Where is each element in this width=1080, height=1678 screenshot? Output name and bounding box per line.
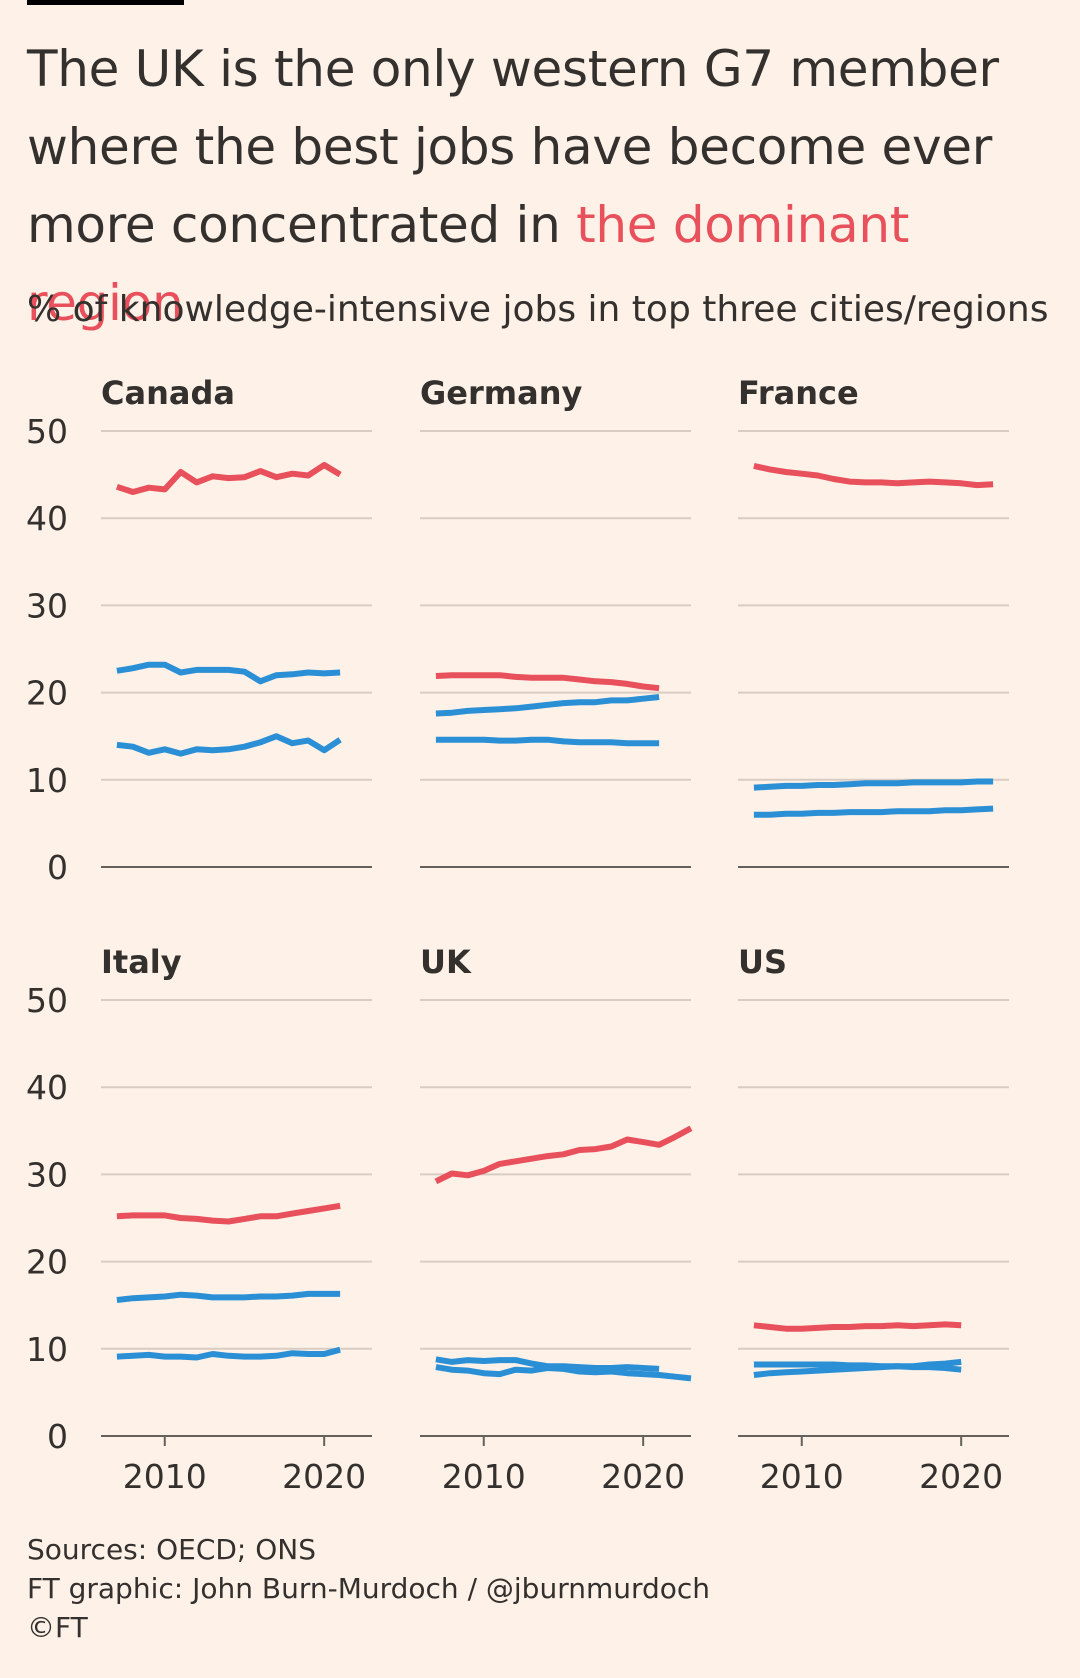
series-line-france-other-2 (753, 805, 994, 818)
y-tick-canada-20: 20 (26, 674, 68, 713)
chart-subtitle: % of knowledge-intensive jobs in top thr… (27, 289, 1049, 330)
y-tick-italy-40: 40 (26, 1068, 68, 1107)
series-line-us-dominant (753, 1321, 962, 1332)
x-tick-us-2020: 2020 (919, 1457, 1003, 1496)
series-line-canada-dominant (115, 462, 342, 495)
series-line-germany-dominant (435, 672, 660, 692)
y-tick-italy-10: 10 (26, 1330, 68, 1369)
y-tick-canada-30: 30 (26, 586, 68, 625)
panel-title-canada: Canada (101, 374, 235, 412)
sources-note: Sources: OECD; ONS (27, 1533, 317, 1566)
chart-title: The UK is the only western G7 member whe… (27, 30, 1067, 342)
series-line-italy-dominant (116, 1202, 341, 1225)
y-tick-canada-10: 10 (26, 761, 68, 800)
copyright: ©FT (27, 1611, 88, 1644)
panel-title-france: France (738, 374, 859, 412)
panel-title-germany: Germany (420, 374, 582, 412)
y-tick-italy-50: 50 (26, 981, 68, 1020)
y-tick-canada-0: 0 (47, 848, 68, 887)
series-line-germany-other-2 (435, 736, 660, 747)
series-line-france-dominant (753, 462, 994, 489)
series-line-canada-other-2 (116, 733, 342, 757)
series-line-uk-other-2 (435, 1364, 692, 1382)
x-tick-us-2010: 2010 (760, 1457, 844, 1496)
series-line-us-other-2 (753, 1358, 962, 1378)
panel-title-us: US (738, 943, 787, 981)
top-rule (27, 0, 184, 5)
series-line-germany-other-1 (435, 694, 660, 717)
y-tick-italy-20: 20 (26, 1243, 68, 1282)
graphic-credit: FT graphic: John Burn-Murdoch / @jburnmu… (27, 1572, 711, 1605)
title-text: The UK is the only western G7 member whe… (27, 40, 999, 254)
panel-title-italy: Italy (101, 943, 182, 981)
x-tick-italy-2010: 2010 (123, 1457, 207, 1496)
panel-title-uk: UK (420, 943, 472, 981)
y-tick-italy-0: 0 (47, 1417, 68, 1456)
x-tick-uk-2010: 2010 (442, 1457, 526, 1496)
footer: Sources: OECD; ONS FT graphic: John Burn… (27, 1530, 710, 1647)
x-tick-uk-2020: 2020 (601, 1457, 685, 1496)
y-tick-italy-30: 30 (26, 1155, 68, 1194)
series-line-france-other-1 (753, 778, 994, 791)
x-tick-italy-2020: 2020 (282, 1457, 366, 1496)
title-highlight: the dominant region (27, 196, 910, 332)
y-tick-canada-40: 40 (26, 499, 68, 538)
y-tick-canada-50: 50 (26, 412, 68, 451)
series-line-italy-other-1 (116, 1290, 341, 1303)
series-line-uk-dominant (434, 1125, 693, 1185)
series-line-canada-other-1 (116, 661, 341, 685)
series-line-italy-other-2 (116, 1346, 341, 1361)
